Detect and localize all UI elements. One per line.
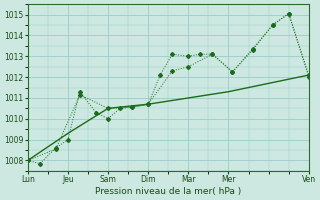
X-axis label: Pression niveau de la mer( hPa ): Pression niveau de la mer( hPa ) — [95, 187, 241, 196]
